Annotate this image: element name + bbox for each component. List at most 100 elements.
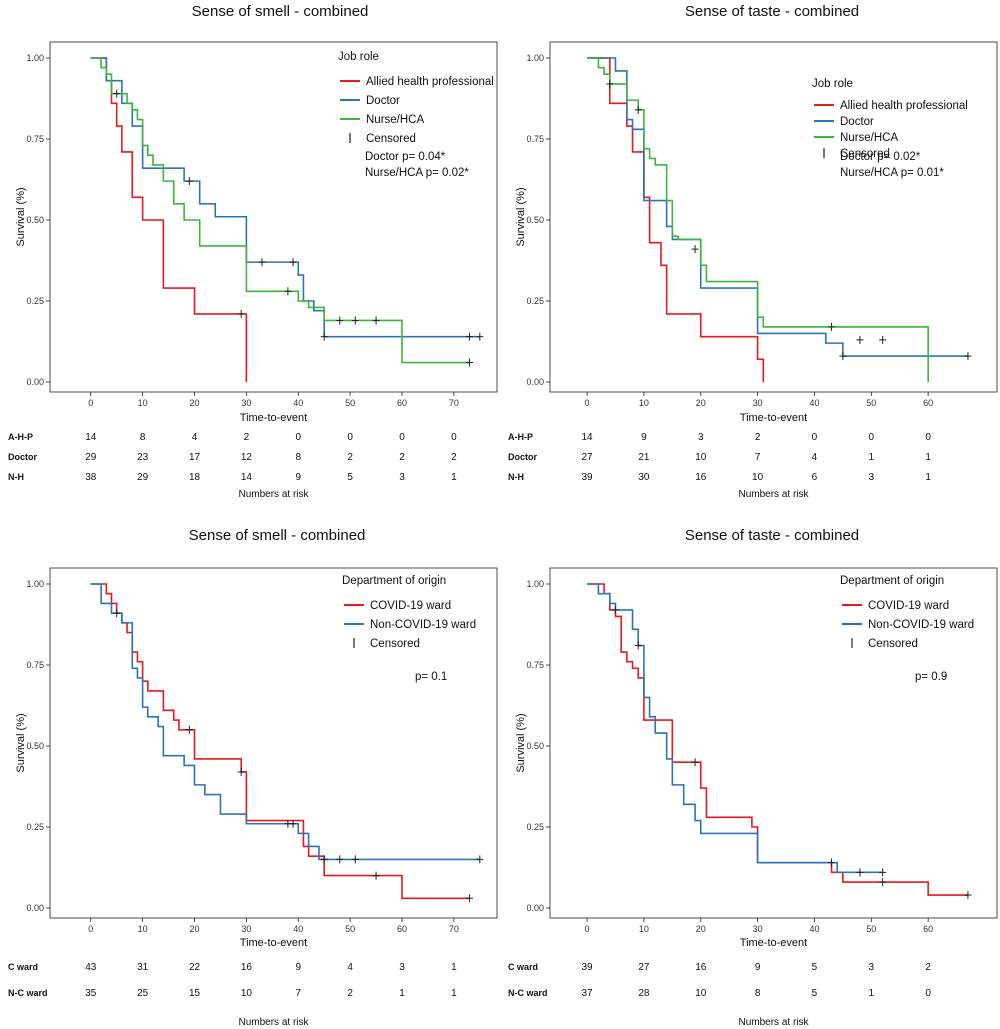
risk-value: 2 (347, 988, 353, 999)
censor-mark (320, 332, 328, 341)
y-tick-label: 0.75 (26, 660, 44, 670)
survival-line-1 (90, 583, 470, 900)
risk-table-label: Numbers at risk (738, 1017, 809, 1028)
chart-panel-4: Sense of taste - combined 0.00 0.25 0.50 0.7… (508, 527, 998, 1028)
risk-value: 0 (869, 432, 875, 443)
y-tick-label: 0.00 (526, 377, 544, 387)
y-tick-label: 0.25 (526, 822, 544, 832)
risk-value: 29 (137, 472, 149, 483)
y-tick-label: 1.00 (526, 579, 544, 589)
censor-mark (964, 891, 972, 900)
x-tick-label: 30 (241, 924, 251, 934)
plot-frame (49, 41, 498, 393)
censor-mark (351, 316, 359, 325)
x-tick-label: 60 (397, 398, 407, 408)
censor-mark (856, 868, 864, 877)
risk-value: 3 (399, 472, 405, 483)
risk-row-label: N-H (8, 472, 24, 482)
risk-value: 4 (192, 432, 198, 443)
risk-value: 38 (85, 472, 97, 483)
risk-value: 10 (695, 452, 707, 463)
y-tick-label: 0.75 (526, 134, 544, 144)
risk-value: 2 (755, 432, 761, 443)
censor-mark (351, 855, 359, 864)
risk-row-label: C ward (8, 962, 38, 972)
risk-value: 27 (581, 452, 593, 463)
legend-entry: Non-COVID-19 ward (868, 619, 974, 631)
legend-entry: Censored (366, 133, 416, 145)
censor-mark (611, 605, 619, 614)
survival-line-2 (587, 583, 883, 874)
censor-mark (284, 287, 292, 296)
censor-mark (634, 641, 642, 650)
risk-value: 9 (295, 962, 301, 973)
y-tick-label: 0.50 (26, 215, 44, 225)
x-axis-label: Time-to-event (740, 937, 807, 949)
plot-frame (49, 567, 498, 919)
risk-value: 16 (695, 962, 707, 973)
risk-value: 39 (581, 962, 593, 973)
risk-value: 8 (755, 988, 761, 999)
censor-mark (879, 335, 887, 344)
risk-value: 0 (812, 432, 818, 443)
y-tick-label: 0.75 (26, 134, 44, 144)
risk-value: 3 (869, 962, 875, 973)
risk-value: 1 (925, 472, 931, 483)
censor-mark (879, 878, 887, 887)
risk-value: 43 (85, 962, 97, 973)
legend-entry: Allied health professional (366, 76, 494, 88)
risk-value: 18 (189, 472, 201, 483)
risk-value: 31 (137, 962, 149, 973)
censor-mark (476, 855, 484, 864)
censor-mark (879, 868, 887, 877)
censor-mark (320, 855, 328, 864)
risk-value: 0 (347, 432, 353, 443)
risk-value: 27 (638, 962, 650, 973)
risk-value: 2 (244, 432, 250, 443)
risk-value: 17 (189, 452, 201, 463)
y-tick-label: 1.00 (26, 579, 44, 589)
risk-value: 23 (137, 452, 149, 463)
risk-value: 15 (189, 988, 201, 999)
risk-value: 14 (581, 432, 593, 443)
risk-row-label: C ward (508, 962, 538, 972)
censor-mark (828, 322, 836, 331)
risk-table-label: Numbers at risk (738, 489, 809, 500)
censor-mark (634, 105, 642, 114)
chart-panel-1: Sense of smell - combined 0.00 0.25 0.50 0.7… (8, 3, 498, 500)
x-tick-label: 30 (753, 398, 763, 408)
risk-value: 10 (241, 988, 253, 999)
x-tick-label: 40 (809, 398, 819, 408)
risk-value: 9 (755, 962, 761, 973)
censor-mark (606, 79, 614, 88)
risk-table-label: Numbers at risk (238, 1017, 309, 1028)
censor-mark (237, 767, 245, 776)
risk-row-label: A-H-P (508, 432, 533, 442)
x-tick-label: 0 (88, 398, 93, 408)
legend-entry: COVID-19 ward (868, 600, 949, 612)
legend-entry: Censored (868, 638, 918, 650)
risk-value: 0 (399, 432, 405, 443)
x-tick-label: 10 (639, 398, 649, 408)
risk-value: 4 (812, 452, 818, 463)
censor-mark (336, 855, 344, 864)
p-value-annotation: p= 0.1 (415, 671, 447, 683)
y-axis-label: Survival (%) (15, 187, 27, 246)
risk-value: 16 (695, 472, 707, 483)
chart-title: Sense of taste - combined (685, 3, 859, 20)
x-tick-label: 70 (449, 924, 459, 934)
y-tick-label: 0.00 (526, 903, 544, 913)
x-tick-label: 20 (696, 924, 706, 934)
risk-value: 10 (752, 472, 764, 483)
legend-entry: Doctor (366, 95, 400, 107)
x-tick-label: 30 (241, 398, 251, 408)
risk-value: 21 (638, 452, 650, 463)
risk-value: 5 (812, 962, 818, 973)
censor-mark (465, 332, 473, 341)
risk-value: 10 (695, 988, 707, 999)
legend-entry: Censored (840, 148, 890, 160)
x-tick-label: 60 (923, 924, 933, 934)
y-tick-label: 0.50 (526, 741, 544, 751)
legend-entry: Nurse/HCA (840, 132, 898, 144)
survival-line-1 (587, 57, 765, 382)
